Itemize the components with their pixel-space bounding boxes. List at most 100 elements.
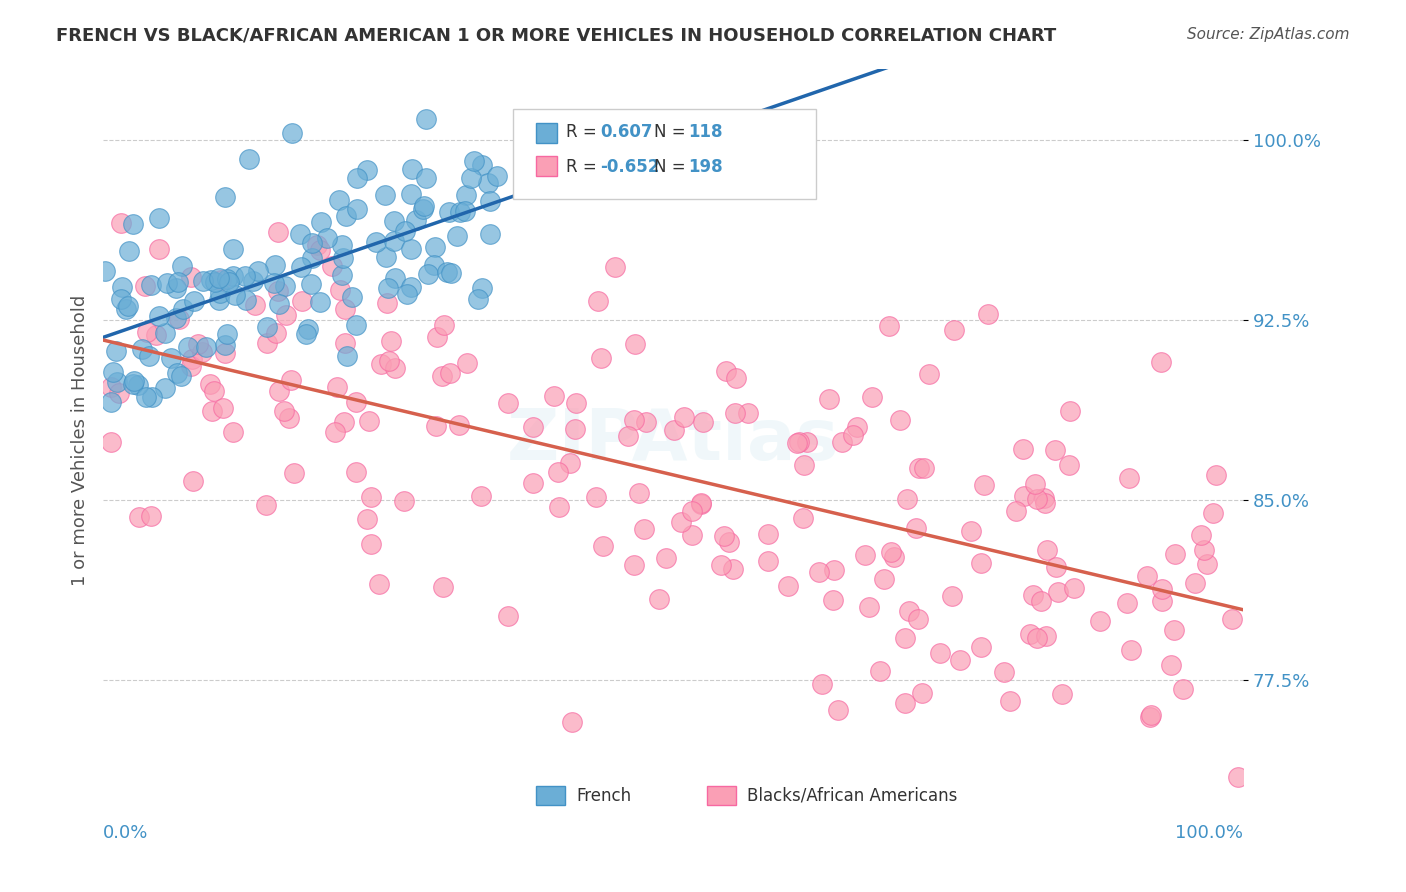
Point: [156, 276, 179, 290]
Point: [792, 510, 814, 524]
Point: [1024, 476, 1046, 491]
Point: [898, 604, 921, 618]
Point: [756, 554, 779, 568]
Point: [202, 384, 225, 399]
Point: [165, 281, 187, 295]
Point: [1000, 693, 1022, 707]
Point: [209, 273, 232, 287]
Point: [360, 491, 382, 505]
Point: [139, 509, 162, 524]
Point: [224, 288, 246, 302]
Point: [256, 320, 278, 334]
Point: [110, 292, 132, 306]
FancyBboxPatch shape: [536, 156, 557, 177]
Point: [449, 417, 471, 432]
Point: [948, 653, 970, 667]
Point: [1140, 708, 1163, 723]
Point: [894, 631, 917, 645]
Point: [364, 235, 387, 250]
Point: [561, 715, 583, 730]
Point: [449, 205, 471, 219]
Point: [811, 676, 834, 690]
Point: [454, 188, 477, 202]
Point: [807, 565, 830, 579]
Point: [256, 336, 278, 351]
Point: [869, 664, 891, 678]
Text: N =: N =: [654, 123, 690, 141]
Point: [336, 349, 359, 363]
Point: [356, 163, 378, 178]
Point: [235, 293, 257, 308]
Point: [148, 309, 170, 323]
Point: [217, 326, 239, 341]
Point: [993, 665, 1015, 680]
Point: [929, 646, 952, 660]
Point: [201, 404, 224, 418]
Point: [471, 158, 494, 172]
Point: [235, 268, 257, 283]
Point: [522, 476, 544, 491]
Point: [247, 264, 270, 278]
Point: [360, 537, 382, 551]
Point: [321, 259, 343, 273]
Point: [1033, 496, 1056, 510]
Point: [301, 251, 323, 265]
Point: [122, 377, 145, 392]
Point: [191, 274, 214, 288]
Point: [627, 486, 650, 500]
Point: [305, 237, 328, 252]
Point: [1025, 491, 1047, 506]
Point: [384, 361, 406, 376]
Point: [301, 235, 323, 250]
Point: [377, 281, 399, 295]
Point: [586, 294, 609, 309]
Point: [269, 384, 291, 399]
Point: [477, 176, 499, 190]
Point: [1150, 582, 1173, 596]
FancyBboxPatch shape: [536, 786, 565, 805]
Text: R =: R =: [565, 123, 602, 141]
Point: [103, 365, 125, 379]
Point: [333, 415, 356, 429]
Point: [831, 434, 853, 449]
Point: [817, 392, 839, 406]
Point: [585, 490, 607, 504]
Point: [346, 202, 368, 217]
Point: [432, 369, 454, 384]
Point: [200, 273, 222, 287]
Point: [496, 396, 519, 410]
Point: [138, 350, 160, 364]
Point: [479, 227, 502, 242]
Point: [1050, 687, 1073, 701]
Point: [131, 342, 153, 356]
Point: [681, 528, 703, 542]
Text: ZIPAtlas: ZIPAtlas: [506, 406, 839, 475]
Point: [395, 286, 418, 301]
Point: [941, 589, 963, 603]
Point: [603, 260, 626, 274]
Point: [714, 363, 737, 377]
Point: [374, 188, 396, 202]
Point: [917, 368, 939, 382]
Point: [1226, 771, 1249, 785]
Point: [94, 264, 117, 278]
Text: Source: ZipAtlas.com: Source: ZipAtlas.com: [1187, 27, 1350, 42]
Point: [222, 269, 245, 284]
Point: [623, 337, 645, 351]
Point: [662, 423, 685, 437]
Point: [356, 512, 378, 526]
Point: [1004, 504, 1026, 518]
Text: 100.0%: 100.0%: [1175, 824, 1243, 842]
Point: [380, 334, 402, 348]
Point: [1116, 596, 1139, 610]
Point: [1011, 442, 1033, 456]
Point: [896, 492, 918, 507]
Point: [713, 529, 735, 543]
Point: [333, 335, 356, 350]
Point: [242, 274, 264, 288]
Point: [432, 580, 454, 594]
Point: [426, 330, 449, 344]
Point: [877, 319, 900, 334]
Point: [1029, 594, 1052, 608]
Point: [1205, 468, 1227, 483]
